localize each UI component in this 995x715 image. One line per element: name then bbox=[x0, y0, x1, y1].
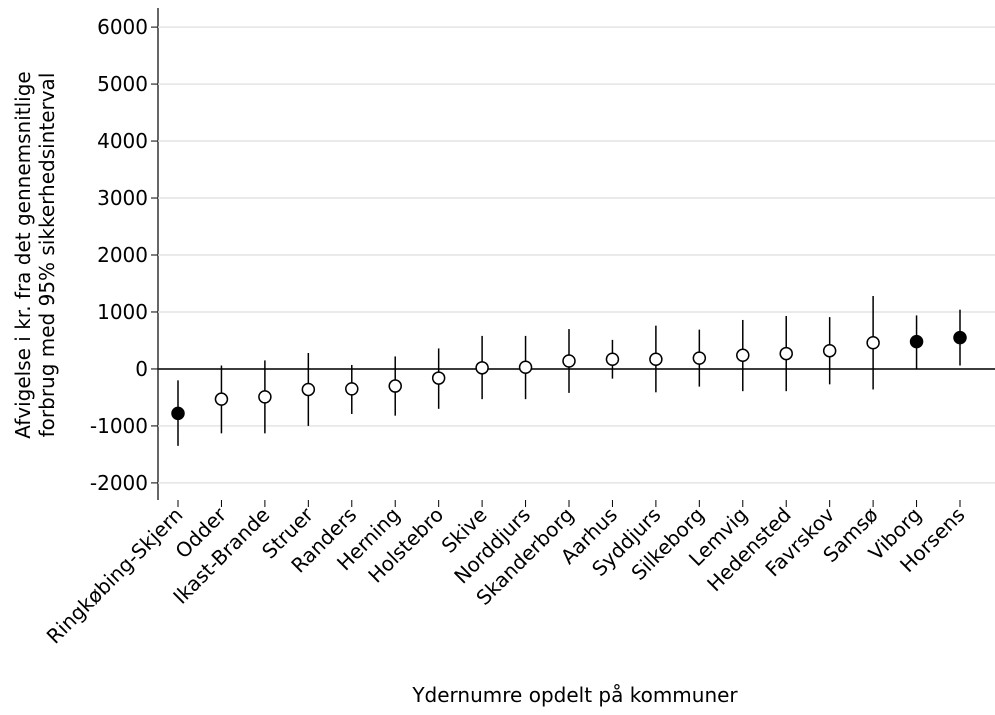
point bbox=[388, 379, 402, 393]
point bbox=[475, 361, 489, 375]
point bbox=[779, 346, 793, 361]
point bbox=[692, 351, 707, 365]
x-tick-label: Ringkøbing-Skjern bbox=[42, 503, 188, 649]
point bbox=[605, 352, 620, 367]
point bbox=[431, 371, 446, 385]
point bbox=[822, 343, 837, 358]
point bbox=[866, 335, 880, 350]
y-tick-label: 5000 bbox=[97, 72, 148, 96]
y-tick-label: 3000 bbox=[97, 186, 148, 210]
y-tick-label: 1000 bbox=[97, 300, 148, 324]
y-tick-label: 6000 bbox=[97, 15, 148, 39]
point bbox=[258, 390, 272, 404]
point bbox=[909, 334, 924, 349]
point bbox=[301, 382, 316, 397]
point bbox=[171, 406, 185, 421]
point bbox=[518, 360, 533, 374]
y-tick-label: -1000 bbox=[90, 414, 148, 438]
y-tick-label: 0 bbox=[135, 357, 148, 381]
point bbox=[649, 352, 663, 367]
y-tick-label: -2000 bbox=[90, 471, 148, 495]
y-tick-label: 4000 bbox=[97, 129, 148, 153]
y-axis-title: Afvigelse i kr. fra det gennemsnitlige bbox=[11, 71, 35, 438]
y-axis-title: forbrug med 95% sikkerhedsinterval bbox=[35, 73, 59, 438]
point bbox=[953, 330, 967, 345]
y-tick-label: 2000 bbox=[97, 243, 148, 267]
point bbox=[214, 392, 229, 406]
point bbox=[345, 382, 359, 396]
x-axis-title: Ydernumre opdelt på kommuner bbox=[411, 683, 738, 707]
point bbox=[736, 348, 750, 363]
point bbox=[562, 354, 576, 368]
